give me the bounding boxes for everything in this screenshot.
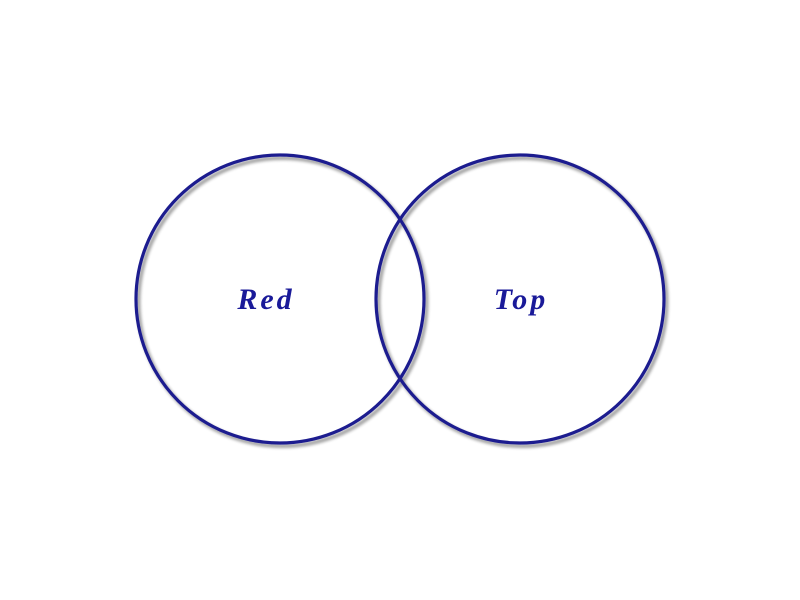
venn-circle-label-top: Top (494, 283, 549, 316)
venn-circle-label-red: Red (236, 283, 294, 316)
venn-circle-top (374, 153, 666, 445)
venn-circle-red (134, 153, 426, 445)
